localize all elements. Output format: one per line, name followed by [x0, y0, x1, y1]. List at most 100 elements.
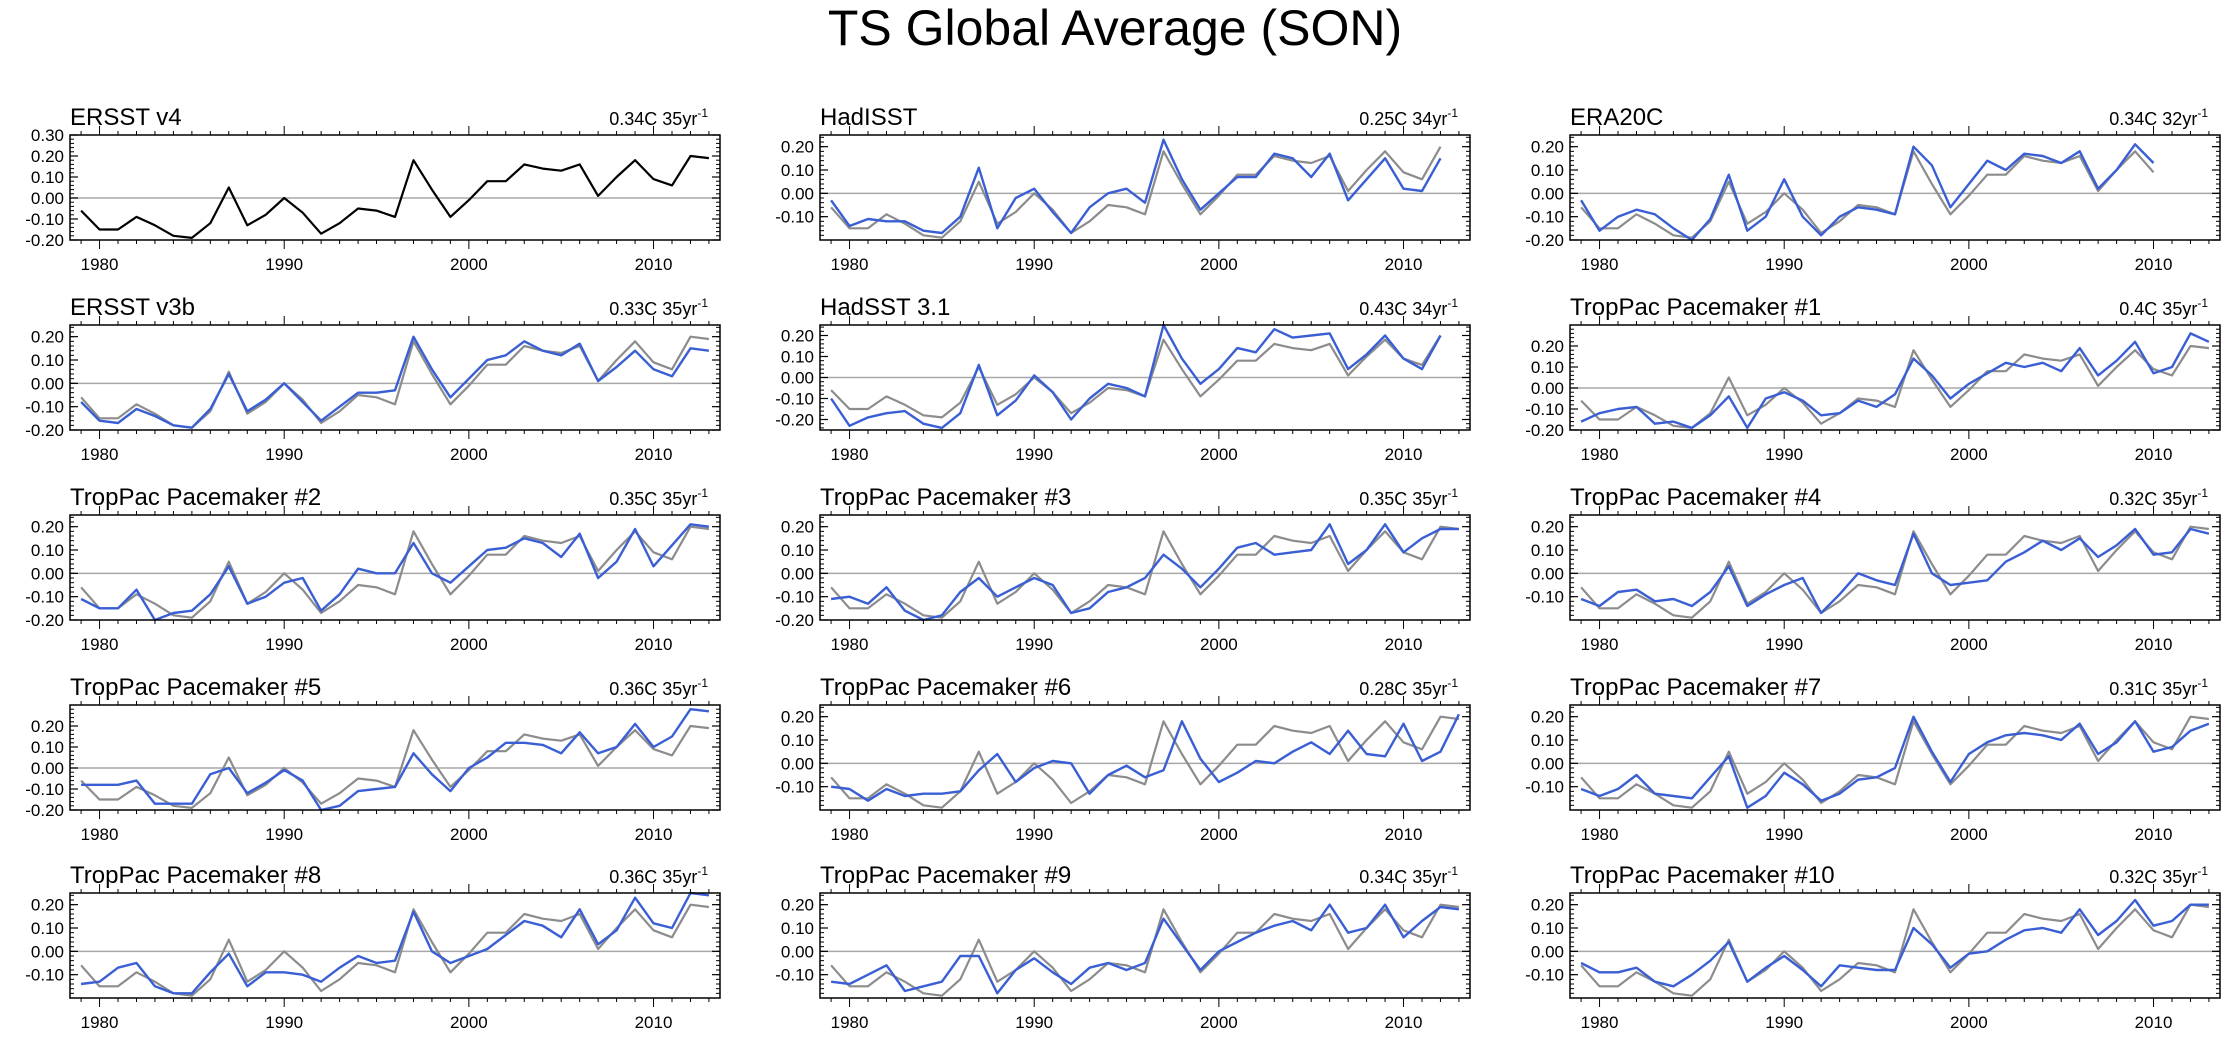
- x-tick-label: 2010: [635, 255, 673, 274]
- x-tick-label: 2000: [1950, 825, 1988, 844]
- y-tick-label: 0.10: [1531, 731, 1564, 750]
- panel-10: TropPac Pacemaker #5 0.36C 35yr-1 0.20 0.10…: [25, 674, 721, 844]
- panel-1: ERSST v4 0.34C 35yr-1 0.30 0.20 0.10 0.00 -0.1…: [25, 104, 721, 274]
- y-tick-label: 0.00: [31, 374, 64, 393]
- trend-label: 0.31C 35yr-1: [2109, 676, 2208, 699]
- y-tick-label: 0.00: [1531, 942, 1564, 961]
- plot-frame: [69, 892, 721, 999]
- x-tick-label: 2000: [1200, 635, 1238, 654]
- trend-label: 0.32C 35yr-1: [2109, 486, 2208, 509]
- y-tick-label: 0.30: [31, 126, 64, 145]
- trend-label: 0.35C 35yr-1: [609, 486, 708, 509]
- y-tick-label: 0.00: [781, 184, 814, 203]
- x-tick-label: 2000: [1950, 1013, 1988, 1032]
- trend-value: 0.35C 35yr: [609, 489, 697, 509]
- panel-3: ERA20C 0.34C 32yr-1 0.20 0.10 0.00 -0.10 -0.20…: [1525, 104, 2221, 274]
- y-tick-label: 0.10: [31, 351, 64, 370]
- y-tick-label: -0.10: [1525, 966, 1564, 985]
- trend-label: 0.28C 35yr-1: [1359, 676, 1458, 699]
- y-tick-label: 0.10: [31, 541, 64, 560]
- trend-exponent: -1: [2197, 676, 2208, 690]
- x-tick-label: 2000: [450, 255, 488, 274]
- trend-exponent: -1: [697, 106, 708, 120]
- trend-value: 0.43C 34yr: [1359, 299, 1447, 319]
- y-tick-label: -0.10: [775, 208, 814, 227]
- x-tick-label: 1980: [1581, 1013, 1619, 1032]
- x-tick-label: 2010: [2135, 1013, 2173, 1032]
- y-tick-label: 0.20: [31, 147, 64, 166]
- y-tick-label: 0.10: [781, 731, 814, 750]
- y-tick-label: 0.00: [1531, 184, 1564, 203]
- x-tick-label: 2000: [450, 1013, 488, 1032]
- plot-frame: [69, 704, 721, 811]
- trend-value: 0.35C 35yr: [1359, 489, 1447, 509]
- trend-value: 0.34C 35yr: [1359, 867, 1447, 887]
- panel-14: TropPac Pacemaker #9 0.34C 35yr-1 0.20 0.10…: [775, 862, 1471, 1032]
- series-line-model: [1580, 527, 2210, 615]
- y-tick-label: 0.10: [781, 919, 814, 938]
- panel-title: TropPac Pacemaker #5: [70, 674, 321, 701]
- y-tick-label: 0.20: [781, 708, 814, 727]
- panel-title: TropPac Pacemaker #10: [1570, 862, 1835, 889]
- trend-exponent: -1: [697, 864, 708, 878]
- x-tick-label: 1980: [81, 1013, 119, 1032]
- x-tick-label: 2010: [1385, 255, 1423, 274]
- y-tick-label: 0.20: [31, 518, 64, 537]
- panel-title: HadSST 3.1: [820, 294, 950, 321]
- panel-title: TropPac Pacemaker #7: [1570, 674, 1821, 701]
- x-tick-label: 1990: [1015, 635, 1053, 654]
- x-tick-label: 1990: [1765, 445, 1803, 464]
- x-tick-label: 2010: [2135, 825, 2173, 844]
- y-tick-label: -0.20: [25, 231, 64, 250]
- y-tick-label: 0.20: [1531, 518, 1564, 537]
- trend-exponent: -1: [2197, 486, 2208, 500]
- x-tick-label: 1980: [81, 255, 119, 274]
- trend-value: 0.36C 35yr: [609, 679, 697, 699]
- y-tick-label: -0.10: [1525, 588, 1564, 607]
- x-tick-label: 1980: [831, 445, 869, 464]
- x-tick-label: 2000: [450, 635, 488, 654]
- x-tick-label: 1990: [1015, 255, 1053, 274]
- panel-title: TropPac Pacemaker #4: [1570, 484, 1821, 511]
- plot-frame: [69, 514, 721, 621]
- x-tick-label: 1980: [831, 255, 869, 274]
- series-line-model: [830, 323, 1442, 430]
- y-tick-label: 0.20: [781, 896, 814, 915]
- panel-12: TropPac Pacemaker #7 0.31C 35yr-1 0.20 0.10…: [1525, 674, 2221, 844]
- y-tick-label: 0.10: [781, 348, 814, 367]
- series-line-model: [80, 891, 710, 995]
- trend-value: 0.4C 35yr: [2119, 299, 2197, 319]
- y-tick-label: -0.10: [1525, 400, 1564, 419]
- y-tick-label: 0.10: [781, 161, 814, 180]
- panel-7: TropPac Pacemaker #2 0.35C 35yr-1 0.20 0.10…: [25, 484, 721, 654]
- trend-exponent: -1: [1447, 864, 1458, 878]
- y-tick-label: 0.00: [781, 564, 814, 583]
- x-tick-label: 1980: [81, 825, 119, 844]
- trend-exponent: -1: [1447, 486, 1458, 500]
- y-tick-label: 0.20: [781, 518, 814, 537]
- series-line-reference: [830, 334, 1442, 419]
- trend-label: 0.43C 34yr-1: [1359, 296, 1458, 319]
- x-tick-label: 1980: [81, 635, 119, 654]
- trend-value: 0.32C 35yr: [2109, 489, 2197, 509]
- trend-value: 0.28C 35yr: [1359, 679, 1447, 699]
- x-tick-label: 1990: [265, 255, 303, 274]
- y-tick-label: -0.10: [775, 778, 814, 797]
- y-tick-label: 0.10: [31, 168, 64, 187]
- x-tick-label: 1990: [265, 445, 303, 464]
- x-tick-label: 2000: [1200, 1013, 1238, 1032]
- trend-label: 0.34C 35yr-1: [1359, 864, 1458, 887]
- panel-13: TropPac Pacemaker #8 0.36C 35yr-1 0.20 0.10…: [25, 862, 721, 1032]
- trend-exponent: -1: [2197, 296, 2208, 310]
- x-tick-label: 1990: [265, 1013, 303, 1032]
- trend-value: 0.36C 35yr: [609, 867, 697, 887]
- y-tick-label: -0.10: [25, 398, 64, 417]
- trend-label: 0.34C 32yr-1: [2109, 106, 2208, 129]
- trend-value: 0.25C 34yr: [1359, 109, 1447, 129]
- plot-frame: [1569, 514, 2221, 621]
- series-line-reference: [1580, 903, 2210, 997]
- series-line-model: [1580, 898, 2209, 988]
- panel-5: HadSST 3.1 0.43C 34yr-1 0.20 0.10 0.00 -0.10 -…: [775, 294, 1471, 464]
- y-tick-label: -0.10: [775, 390, 814, 409]
